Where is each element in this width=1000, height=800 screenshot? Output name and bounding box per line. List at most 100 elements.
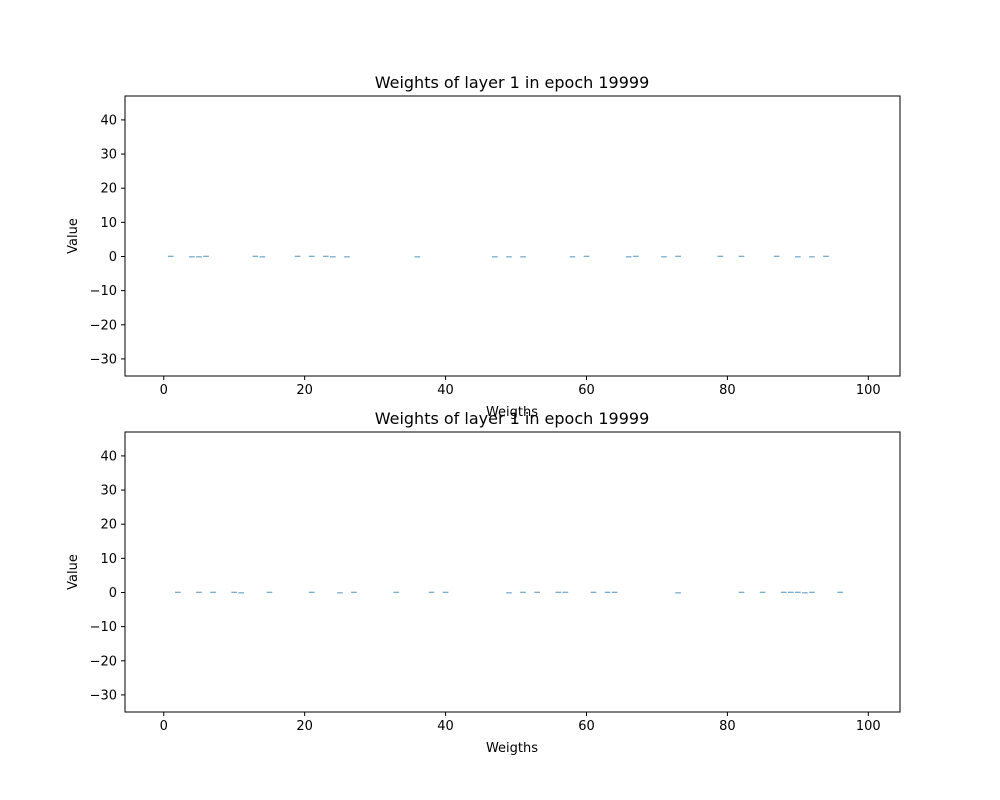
chart-1-y-tick-label: 20: [100, 182, 117, 197]
chart-1-x-tick-label: 20: [296, 383, 313, 398]
chart-2-x-tick-label: 40: [437, 719, 454, 734]
chart-2-y-tick-label: −30: [90, 688, 117, 703]
chart-2-bar: [787, 591, 794, 593]
chart-2-bar: [308, 591, 315, 593]
chart-1-y-axis-label: Value: [66, 218, 81, 254]
chart-1-bar: [632, 255, 639, 257]
chart-2-bar: [780, 591, 787, 593]
chart-1-bar: [196, 256, 202, 258]
chart-1-bar: [738, 255, 745, 257]
subplot-1: Weights of layer 1 in epoch 19999 0 20 40 6…: [66, 73, 901, 420]
chart-2-bar: [351, 591, 357, 593]
chart-1-title: Weights of layer 1 in epoch 19999: [375, 73, 650, 92]
chart-2-bar: [534, 591, 540, 593]
chart-1-bar: [809, 256, 815, 258]
chart-1-bar: [322, 255, 329, 257]
chart-2-y-tick-label: 10: [100, 552, 117, 567]
chart-1-x-axis-label: Weigths: [486, 405, 538, 420]
chart-2-plot-frame: [124, 431, 901, 713]
chart-2-bar: [266, 591, 273, 593]
chart-1-bar: [583, 255, 590, 257]
chart-1-x-tick-label: 40: [437, 383, 454, 398]
chart-2-title: Weights of layer 1 in epoch 19999: [375, 409, 650, 428]
chart-2-bar: [231, 591, 238, 593]
chart-2-y-tick-label: 20: [100, 518, 117, 533]
chart-2-bar: [428, 591, 435, 593]
chart-1-y-ticks: −30 −20 −10 0 10 20 30 40: [90, 113, 125, 367]
chart-2-bar: [562, 591, 569, 593]
chart-2-bar: [809, 591, 815, 593]
chart-2-x-ticks: 0 20 40 60 80 100: [160, 712, 881, 734]
chart-2-x-tick-label: 60: [578, 719, 595, 734]
chart-1-bar: [661, 256, 667, 258]
chart-2-bar: [611, 591, 618, 593]
chart-2-bar: [802, 592, 808, 594]
chart-2-bar: [238, 592, 245, 594]
chart-1-bar: [492, 256, 498, 258]
chart-1-bar: [773, 255, 780, 257]
chart-2-x-tick-label: 80: [719, 719, 736, 734]
chart-1-bar: [569, 256, 576, 258]
chart-1-bars: [167, 255, 829, 258]
chart-1-bar: [203, 255, 209, 257]
chart-2-y-axis-label: Value: [66, 554, 81, 590]
chart-2-bar: [837, 591, 843, 593]
chart-1-bar: [823, 255, 829, 257]
chart-2-bar: [759, 591, 766, 593]
chart-2-x-tick-label: 20: [296, 719, 313, 734]
chart-1-bar: [330, 256, 336, 258]
chart-2-bar: [442, 591, 449, 593]
chart-2-bar: [196, 591, 202, 593]
chart-2-y-tick-label: 40: [100, 449, 117, 464]
chart-1-bar: [625, 256, 632, 258]
chart-1-bar: [259, 256, 266, 258]
chart-2-bar: [175, 591, 181, 593]
chart-2-bar: [590, 591, 597, 593]
chart-2-bar: [555, 591, 562, 593]
chart-1-bar: [675, 255, 681, 257]
chart-1-y-tick-label: 0: [109, 250, 117, 265]
chart-1-x-tick-label: 80: [719, 383, 736, 398]
chart-2-bar: [506, 592, 512, 594]
chart-2-bar: [210, 591, 216, 593]
chart-1-y-tick-label: −30: [90, 352, 117, 367]
chart-2-y-tick-label: 30: [100, 484, 117, 499]
chart-1-bar: [294, 255, 301, 257]
chart-1-y-tick-label: 30: [100, 148, 117, 163]
chart-1-y-tick-label: −20: [90, 318, 117, 333]
chart-1-y-tick-label: −10: [90, 284, 117, 299]
chart-1-x-tick-label: 0: [160, 383, 168, 398]
chart-1-bar: [520, 256, 526, 258]
chart-1-x-tick-label: 60: [578, 383, 595, 398]
chart-2-y-tick-label: 0: [109, 586, 117, 601]
chart-1-bar: [308, 255, 315, 257]
chart-2-x-tick-label: 100: [856, 719, 881, 734]
chart-2-x-axis-label: Weigths: [486, 741, 538, 756]
chart-2-bars: [175, 591, 843, 594]
chart-2-bar: [520, 591, 526, 593]
chart-2-bar: [604, 591, 611, 593]
chart-2-y-ticks: −30 −20 −10 0 10 20 30 40: [90, 449, 125, 703]
chart-1-x-ticks: 0 20 40 60 80 100: [160, 376, 881, 398]
chart-2-bar: [393, 591, 400, 593]
chart-1-bar: [344, 256, 350, 258]
chart-2-bar: [675, 592, 681, 594]
chart-2-y-tick-label: −10: [90, 620, 117, 635]
chart-1-bar: [717, 255, 724, 257]
chart-1-y-tick-label: 40: [100, 113, 117, 128]
chart-2-y-tick-label: −20: [90, 654, 117, 669]
chart-1-bar: [167, 255, 174, 257]
subplot-2: Weights of layer 1 in epoch 19999 0 20 40 6…: [66, 409, 901, 756]
chart-2-x-tick-label: 0: [160, 719, 168, 734]
chart-1-bar: [414, 256, 421, 258]
chart-1-x-tick-label: 100: [856, 383, 881, 398]
chart-2-bar: [738, 591, 745, 593]
chart-1-bar: [506, 256, 512, 258]
chart-1-y-tick-label: 10: [100, 216, 117, 231]
chart-2-bar: [795, 591, 801, 593]
chart-2-bar: [337, 592, 343, 594]
chart-1-plot-frame: [124, 95, 901, 377]
chart-1-bar: [252, 255, 259, 257]
